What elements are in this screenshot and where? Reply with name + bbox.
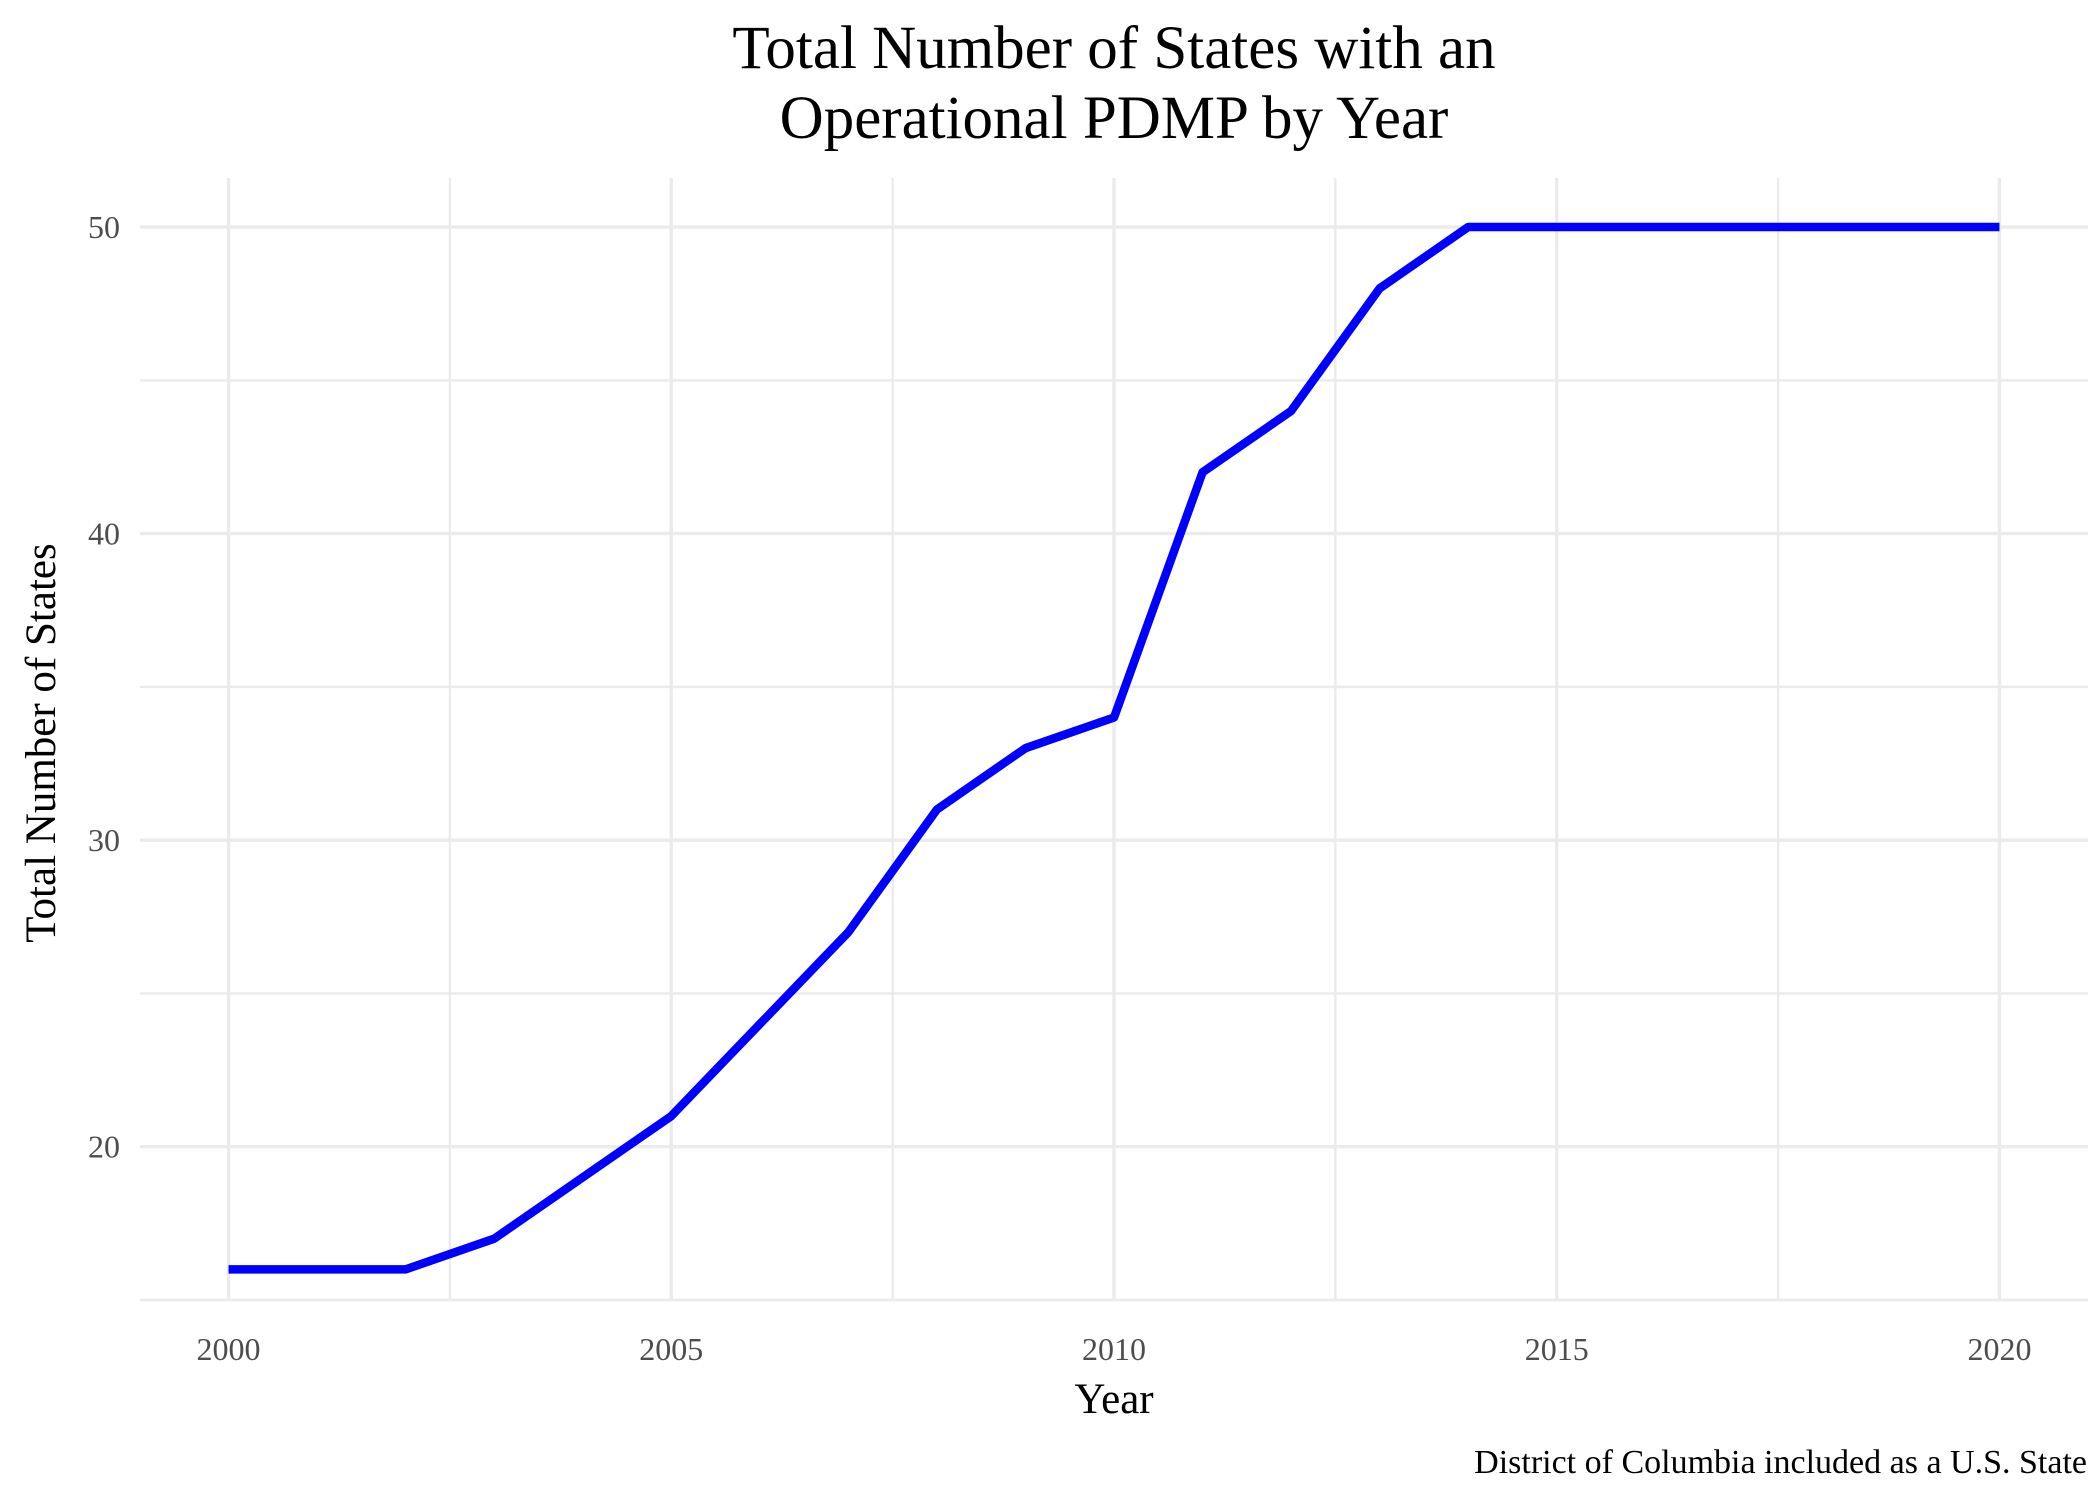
y-tick-label: 40 (88, 516, 120, 552)
y-axis-title: Total Number of States (18, 543, 65, 942)
chart-title-line-2: Operational PDMP by Year (780, 85, 1449, 152)
series-layer (228, 222, 2000, 1274)
y-tick-label: 20 (88, 1129, 120, 1165)
x-tick-label: 2020 (1967, 1331, 2031, 1367)
x-tick-label: 2010 (1082, 1331, 1146, 1367)
x-tick-label: 2000 (197, 1331, 261, 1367)
chart-caption: District of Columbia included as a U.S. … (1474, 1444, 2087, 1481)
x-axis-title: Year (1074, 1376, 1153, 1423)
y-tick-label: 50 (88, 209, 120, 245)
x-tick-label: 2015 (1525, 1331, 1589, 1367)
grid-layer (140, 178, 2088, 1302)
series-line-1 (228, 222, 2000, 1274)
y-tick-label: 30 (88, 822, 120, 858)
chart-title-line-1: Total Number of States with an (732, 15, 1495, 82)
x-tick-label: 2005 (639, 1331, 703, 1367)
